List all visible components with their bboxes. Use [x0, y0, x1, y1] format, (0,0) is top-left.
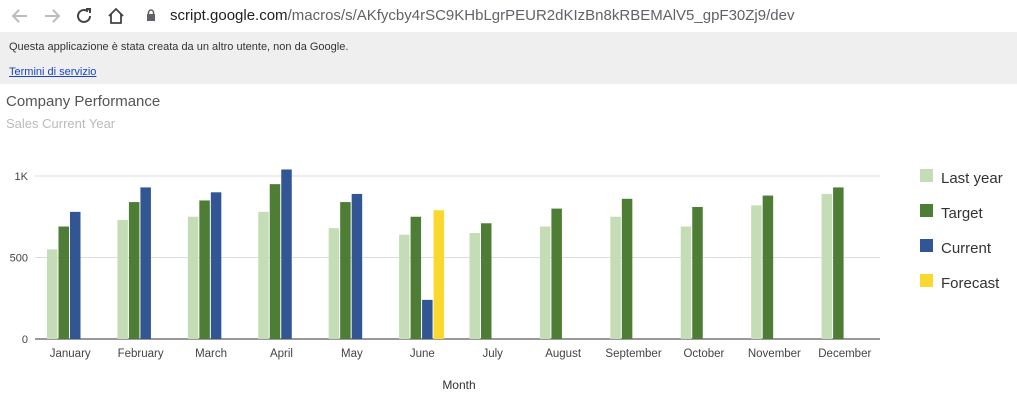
home-icon[interactable]: [106, 6, 126, 26]
bar-forecast[interactable]: [433, 210, 445, 339]
x-tick-label: July: [482, 348, 503, 360]
bar-last-year[interactable]: [751, 205, 762, 339]
bar-last-year[interactable]: [328, 228, 340, 339]
chart-legend: Last year Target Current Forecast: [920, 169, 1003, 292]
x-tick-label: March: [195, 348, 227, 360]
bar-target[interactable]: [269, 184, 281, 339]
warning-banner: Questa applicazione è stata creata da un…: [0, 32, 1017, 84]
bar-target[interactable]: [481, 223, 492, 339]
legend-label: Forecast: [941, 275, 1000, 292]
x-tick-label: February: [118, 348, 164, 360]
chart-title: Company Performance: [6, 93, 160, 110]
bar-target[interactable]: [762, 195, 774, 339]
bar-target[interactable]: [692, 206, 703, 339]
y-tick-label: 1K: [15, 171, 29, 183]
bar-current[interactable]: [281, 169, 292, 339]
bar-target[interactable]: [199, 200, 210, 339]
bar-last-year[interactable]: [258, 211, 269, 339]
url-path: /macros/s/AKfycby4rSC9KHbLgrPEUR2dKIzBn8…: [287, 7, 795, 24]
y-tick-label: 500: [10, 253, 28, 265]
bar-last-year[interactable]: [539, 226, 551, 339]
bar-target[interactable]: [621, 198, 633, 339]
bar-target[interactable]: [410, 216, 422, 339]
bar-target[interactable]: [833, 187, 844, 339]
lock-icon[interactable]: [146, 9, 156, 27]
x-tick-label: April: [270, 348, 293, 360]
x-tick-label: October: [683, 348, 724, 360]
x-axis-tick-labels: January February March April May June July Augu…: [50, 348, 872, 360]
bar-current[interactable]: [140, 187, 151, 339]
chart-container: Company Performance Sales Current Year 0…: [0, 84, 1017, 401]
bar-last-year[interactable]: [680, 226, 692, 339]
reload-icon[interactable]: [74, 6, 94, 26]
bar-last-year[interactable]: [117, 220, 128, 339]
bar-target[interactable]: [551, 208, 562, 339]
bar-current[interactable]: [351, 193, 363, 339]
bar-last-year[interactable]: [399, 234, 410, 339]
bar-current[interactable]: [70, 211, 81, 339]
chart-bars: [47, 169, 844, 339]
legend-label: Last year: [941, 170, 1003, 187]
bar-last-year[interactable]: [47, 249, 58, 339]
bar-target[interactable]: [128, 202, 140, 339]
bar-last-year[interactable]: [469, 233, 481, 339]
bar-last-year[interactable]: [187, 216, 199, 339]
bar-chart: Company Performance Sales Current Year 0…: [6, 93, 1003, 392]
x-tick-label: September: [605, 348, 661, 360]
legend-swatch: [920, 204, 933, 217]
back-arrow-icon[interactable]: [10, 6, 30, 26]
url-host: script.google.com: [170, 7, 288, 24]
x-tick-label: December: [818, 348, 871, 360]
bar-last-year[interactable]: [610, 216, 621, 339]
legend-swatch: [920, 274, 933, 287]
legend-label: Target: [941, 205, 984, 222]
legend-label: Current: [941, 240, 992, 257]
terms-link[interactable]: Termini di servizio: [9, 66, 97, 78]
bar-current[interactable]: [210, 192, 222, 339]
address-bar[interactable]: script.google.com/macros/s/AKfycby4rSC9K…: [170, 7, 794, 24]
bar-last-year[interactable]: [821, 193, 833, 339]
x-tick-label: January: [50, 348, 91, 360]
y-tick-label: 0: [22, 334, 28, 346]
legend-swatch: [920, 169, 933, 182]
browser-toolbar: script.google.com/macros/s/AKfycby4rSC9K…: [0, 0, 1017, 32]
chart-grid: 0 500 1K: [10, 171, 880, 346]
legend-swatch: [920, 239, 933, 252]
bar-current[interactable]: [422, 299, 433, 339]
banner-message: Questa applicazione è stata creata da un…: [9, 41, 349, 53]
x-tick-label: May: [341, 348, 363, 360]
bar-target[interactable]: [58, 226, 70, 339]
forward-arrow-icon[interactable]: [42, 6, 62, 26]
bar-target[interactable]: [340, 202, 351, 339]
x-axis-label: Month: [442, 378, 475, 392]
chart-subtitle: Sales Current Year: [6, 116, 116, 131]
x-tick-label: August: [545, 348, 582, 360]
x-tick-label: November: [748, 348, 801, 360]
x-tick-label: June: [410, 348, 435, 360]
